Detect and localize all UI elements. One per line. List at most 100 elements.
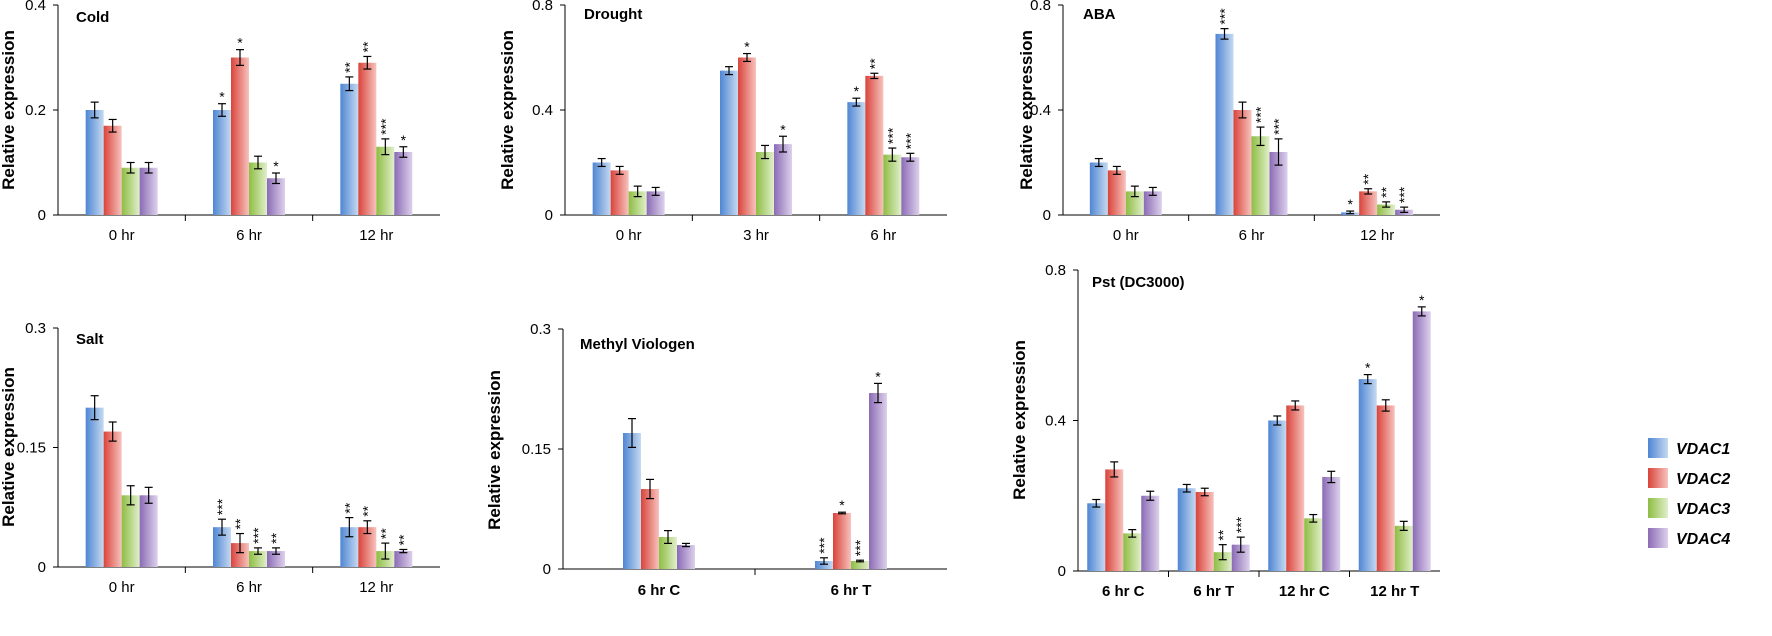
y-tick-label: 0.15 xyxy=(17,440,46,457)
significance-marker: * xyxy=(875,368,881,384)
bar-vdac3 xyxy=(249,162,267,215)
y-axis-label: Relative expression xyxy=(0,367,18,527)
bar-vdac1 xyxy=(815,561,833,569)
x-tick-label: 12 hr xyxy=(359,227,393,244)
legend-swatch-vdac1 xyxy=(1648,438,1668,458)
significance-marker: *** xyxy=(1396,186,1412,203)
bar-vdac3 xyxy=(851,561,869,569)
y-axis-label: Relative expression xyxy=(0,30,18,190)
y-tick-label: 0 xyxy=(543,561,551,578)
y-axis-label: Relative expression xyxy=(485,370,504,530)
significance-marker: *** xyxy=(902,132,918,149)
bar-vdac2 xyxy=(833,513,851,569)
significance-marker: *** xyxy=(884,127,900,144)
bar-vdac4 xyxy=(869,393,887,569)
bar-vdac2 xyxy=(103,125,122,215)
bar-vdac3 xyxy=(628,191,647,215)
x-tick-label: 6 hr xyxy=(236,227,262,244)
legend: VDAC1 VDAC2 VDAC3 VDAC4 xyxy=(1648,438,1730,548)
significance-marker: ** xyxy=(1360,173,1376,184)
bar-vdac3 xyxy=(1123,533,1142,571)
x-tick-label: 12 hr T xyxy=(1370,583,1419,600)
bar-vdac4 xyxy=(1412,311,1431,571)
bar-vdac1 xyxy=(1089,162,1108,215)
legend-label-vdac1: VDAC1 xyxy=(1676,441,1730,458)
bar-vdac1 xyxy=(213,110,231,215)
x-tick-label: 0 hr xyxy=(109,227,135,244)
bar-vdac3 xyxy=(1377,204,1396,215)
x-tick-label: 6 hr C xyxy=(638,582,681,599)
chart-title: Methyl Viologen xyxy=(580,336,695,353)
legend-label-vdac4: VDAC4 xyxy=(1676,531,1730,548)
bar-vdac1 xyxy=(340,83,359,215)
x-tick-label: 12 hr C xyxy=(1279,583,1330,600)
significance-marker: *** xyxy=(214,498,230,515)
bar-vdac4 xyxy=(1322,476,1341,571)
significance-marker: *** xyxy=(1233,516,1249,533)
significance-marker: *** xyxy=(1217,8,1233,25)
legend-swatch-vdac2 xyxy=(1648,468,1668,488)
bar-vdac1 xyxy=(340,527,359,567)
bar-vdac3 xyxy=(1251,136,1270,215)
chart-panel-methyl-viologen: 0 0.15 0.3 Relative expression Methyl Violog… xyxy=(485,321,947,599)
significance-marker: ** xyxy=(341,502,357,513)
legend-swatch-vdac3 xyxy=(1648,498,1668,518)
significance-marker: * xyxy=(237,35,243,51)
y-axis-label: Relative expression xyxy=(1010,340,1029,500)
significance-marker: ** xyxy=(1215,529,1231,540)
significance-marker: ** xyxy=(1378,186,1394,197)
bar-vdac4 xyxy=(394,551,413,567)
significance-marker: * xyxy=(1419,292,1425,308)
bar-vdac1 xyxy=(1087,503,1106,571)
x-tick-label: 6 hr xyxy=(870,227,896,244)
x-tick-label: 6 hr C xyxy=(1102,583,1145,600)
bar-vdac4 xyxy=(774,144,792,215)
y-axis-label: Relative expression xyxy=(498,30,517,190)
y-axis-label: Relative expression xyxy=(1017,30,1036,190)
chart-panel-drought: 0 0.4 0.8 Relative expression Drought 0 hr 3 h… xyxy=(498,0,947,244)
significance-marker: ** xyxy=(232,518,248,529)
y-tick-label: 0.4 xyxy=(25,0,46,14)
significance-marker: ** xyxy=(866,58,882,69)
significance-marker: * xyxy=(839,497,845,513)
legend-swatch-vdac4 xyxy=(1648,528,1668,548)
bar-vdac2 xyxy=(1195,491,1214,571)
bar-vdac2 xyxy=(1233,110,1252,215)
bar-vdac2 xyxy=(231,543,249,567)
x-tick-label: 3 hr xyxy=(743,227,769,244)
bar-vdac4 xyxy=(394,152,413,215)
significance-marker: * xyxy=(744,39,750,55)
bar-vdac1 xyxy=(1177,488,1196,571)
bar-vdac3 xyxy=(1304,518,1323,571)
legend-label-vdac3: VDAC3 xyxy=(1676,501,1730,518)
bar-vdac2 xyxy=(865,75,884,215)
chart-title: Pst (DC3000) xyxy=(1092,274,1185,291)
bar-vdac2 xyxy=(1376,405,1395,571)
bar-vdac3 xyxy=(659,537,677,569)
bar-vdac4 xyxy=(1143,191,1162,215)
significance-marker: *** xyxy=(1271,118,1287,135)
significance-marker: *** xyxy=(377,118,393,135)
bar-vdac4 xyxy=(139,495,158,567)
bar-vdac4 xyxy=(901,157,920,215)
bar-vdac2 xyxy=(358,62,377,215)
bar-vdac2 xyxy=(1107,170,1126,215)
x-tick-label: 12 hr xyxy=(1360,227,1394,244)
bar-vdac3 xyxy=(756,152,774,215)
significance-marker: * xyxy=(780,121,786,137)
bar-vdac1 xyxy=(85,407,104,567)
x-tick-label: 12 hr xyxy=(359,579,393,596)
bar-vdac3 xyxy=(883,154,902,215)
bar-vdac4 xyxy=(139,167,158,215)
y-tick-label: 0.3 xyxy=(25,320,46,337)
bar-vdac4 xyxy=(267,551,285,567)
bar-vdac3 xyxy=(1125,191,1144,215)
bar-vdac2 xyxy=(1286,405,1305,571)
x-tick-label: 0 hr xyxy=(616,227,642,244)
bar-vdac4 xyxy=(677,545,695,569)
x-tick-label: 6 hr T xyxy=(1193,583,1234,600)
chart-title: Drought xyxy=(584,6,642,23)
y-tick-label: 0.8 xyxy=(532,0,553,14)
